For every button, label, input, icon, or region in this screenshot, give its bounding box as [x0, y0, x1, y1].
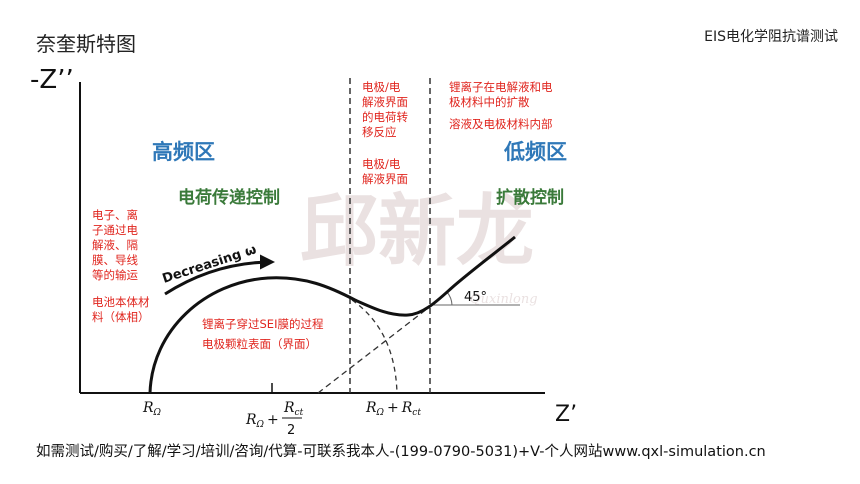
impedance-curve — [148, 235, 516, 394]
tick-r-omega-plus-half-rct: RΩ + Rct 2 — [245, 400, 304, 438]
tick-r-omega-plus-rct: RΩ + Rct — [365, 400, 421, 418]
svg-text:锂离子在电解液和电: 锂离子在电解液和电 — [449, 80, 553, 94]
svg-text:锂离子穿过SEI膜的过程: 锂离子穿过SEI膜的过程 — [202, 317, 324, 331]
watermark-latin: Quxinlong — [470, 292, 538, 307]
svg-text:溶液及电极材料内部: 溶液及电极材料内部 — [449, 117, 553, 131]
svg-text:RΩ: RΩ — [142, 400, 162, 418]
annotation-interface-charge-transfer: 电极/电 解液界面 的电荷转 移反应 — [362, 80, 408, 139]
decreasing-omega-arrow — [164, 254, 275, 296]
svg-text:电极/电: 电极/电 — [362, 157, 401, 171]
label-diffusion-control: 扩散控制 — [496, 187, 564, 208]
page-subtitle: EIS电化学阻抗谱测试 — [704, 29, 838, 45]
svg-text:Rct: Rct — [283, 400, 304, 418]
warburg-extrapolation — [317, 304, 433, 394]
svg-text:2: 2 — [287, 423, 295, 438]
label-charge-transfer: 电荷传递控制 — [178, 187, 280, 208]
watermark-text: 邱新龙 — [300, 187, 534, 277]
svg-text:等的输运: 等的输运 — [92, 268, 138, 282]
annotation-li-sei: 锂离子穿过SEI膜的过程 电极颗粒表面（界面） — [202, 317, 324, 351]
svg-text:电极/电: 电极/电 — [362, 80, 401, 94]
svg-text:电子、离: 电子、离 — [92, 208, 138, 222]
svg-text:解液界面: 解液界面 — [362, 172, 408, 186]
region-low-frequency: 低频区 — [503, 140, 567, 164]
svg-text:RΩ+Rct: RΩ + Rct — [365, 400, 421, 418]
annotation-li-diffusion: 锂离子在电解液和电 极材料中的扩散 溶液及电极材料内部 — [449, 80, 553, 131]
tick-r-omega: RΩ — [142, 400, 162, 418]
contact-footer: 如需测试/购买/了解/学习/培训/咨询/代算-可联系我本人-(199-0790-… — [36, 444, 766, 460]
svg-text:解液、隔: 解液、隔 — [92, 238, 138, 252]
svg-text:极材料中的扩散: 极材料中的扩散 — [449, 95, 530, 109]
semicircle-dashed — [351, 299, 398, 394]
annotation-battery-body: 电池本体材 料（体相） — [92, 295, 150, 324]
angle-label: 45° — [464, 290, 487, 305]
page-title: 奈奎斯特图 — [36, 32, 136, 56]
svg-text:电极颗粒表面（界面）: 电极颗粒表面（界面） — [202, 337, 317, 351]
region-high-frequency: 高频区 — [152, 140, 215, 164]
svg-text:RΩ+: RΩ + — [245, 412, 279, 430]
svg-text:膜、导线: 膜、导线 — [92, 253, 138, 267]
svg-text:的电荷转: 的电荷转 — [362, 110, 408, 124]
svg-text:解液界面: 解液界面 — [362, 95, 408, 109]
svg-text:料（体相）: 料（体相） — [92, 310, 150, 324]
annotation-interface: 电极/电 解液界面 — [362, 157, 408, 186]
svg-text:移反应: 移反应 — [362, 125, 397, 139]
angle-arc — [446, 291, 453, 306]
svg-text:电池本体材: 电池本体材 — [92, 295, 150, 309]
svg-text:子通过电: 子通过电 — [92, 223, 138, 237]
x-axis-label: Z’ — [555, 402, 577, 427]
y-axis-label: -Z’’ — [30, 65, 74, 95]
annotation-electron-ion: 电子、离 子通过电 解液、隔 膜、导线 等的输运 — [92, 208, 138, 282]
